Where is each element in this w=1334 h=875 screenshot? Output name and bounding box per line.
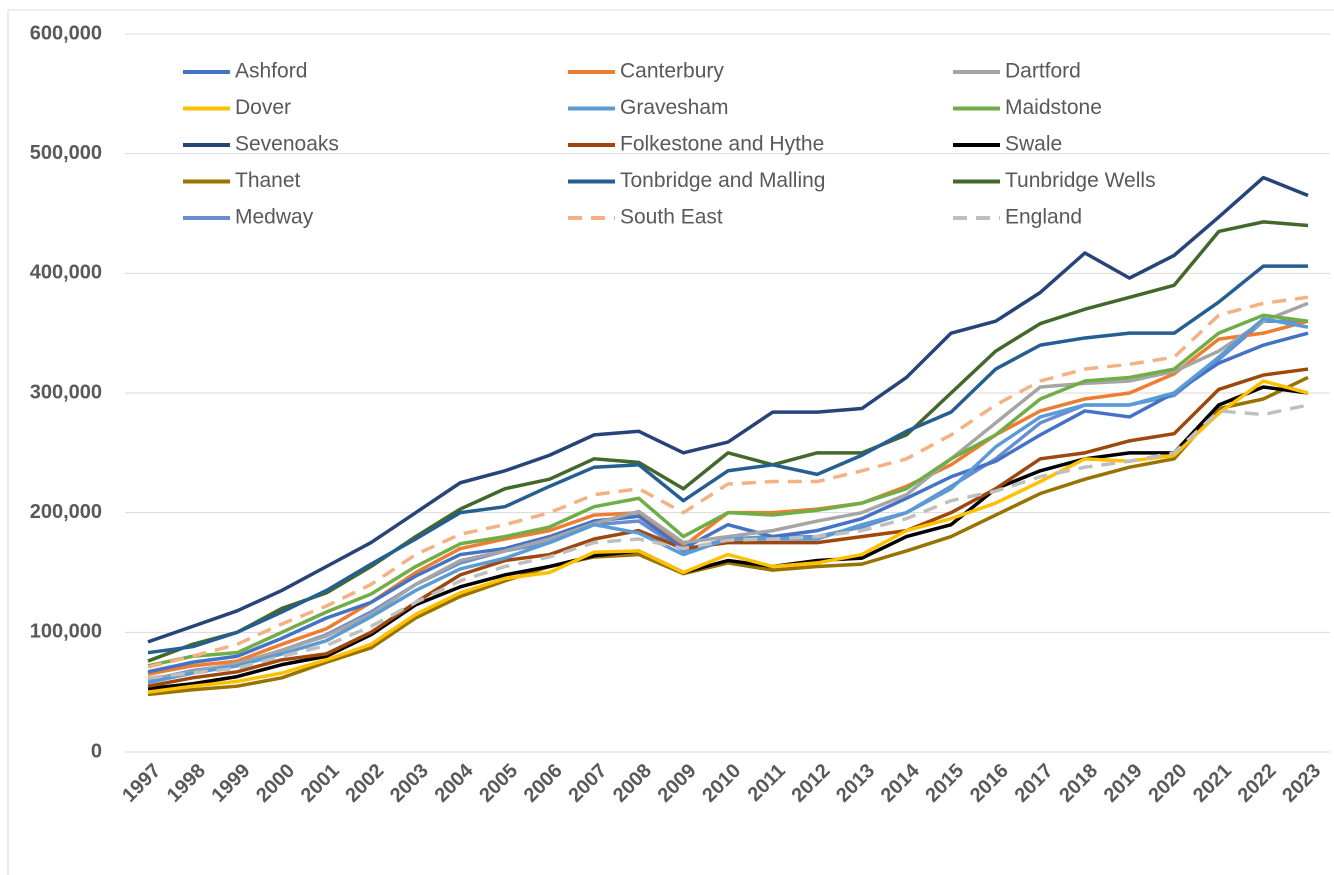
x-tick-label: 2008 <box>609 760 656 807</box>
series-line <box>147 375 1309 697</box>
series-line <box>147 317 1309 685</box>
y-tick-label: 600,000 <box>30 22 102 44</box>
x-tick-label: 2012 <box>787 760 834 807</box>
x-tick-label: 2007 <box>564 760 611 807</box>
x-tick-label: 2014 <box>877 759 925 807</box>
x-tick-label: 2015 <box>921 760 968 807</box>
series-line <box>147 331 1309 674</box>
x-tick-label: 2001 <box>297 760 344 807</box>
legend-label: Swale <box>1005 133 1062 156</box>
legend-label: Sevenoaks <box>235 133 339 156</box>
legend-label: Dartford <box>1005 60 1081 83</box>
y-tick-label: 0 <box>91 740 102 762</box>
series-line <box>147 295 1309 669</box>
legend-label: Folkestone and Hythe <box>620 133 824 156</box>
x-tick-label: 2011 <box>744 760 790 806</box>
legend-label: Tonbridge and Malling <box>620 169 825 192</box>
x-tick-label: 1997 <box>118 760 165 807</box>
legend-label: England <box>1005 206 1082 229</box>
x-tick-label: 2018 <box>1055 760 1102 807</box>
x-tick-label: 2017 <box>1011 760 1058 807</box>
x-tick-label: 2019 <box>1100 760 1147 807</box>
y-tick-label: 200,000 <box>30 501 102 523</box>
series-line <box>147 175 1309 644</box>
legend-label: South East <box>620 206 723 229</box>
x-tick-label: 2013 <box>832 760 879 807</box>
series-line <box>147 367 1309 688</box>
legend-label: Canterbury <box>620 60 724 83</box>
legend-label: Dover <box>235 96 291 119</box>
series-line <box>147 313 1309 668</box>
y-tick-label: 500,000 <box>30 142 102 164</box>
x-tick-label: 2000 <box>252 760 299 807</box>
y-tick-label: 100,000 <box>30 621 102 643</box>
x-tick-label: 2010 <box>698 760 745 807</box>
series-line <box>147 379 1309 694</box>
x-tick-label: 2006 <box>520 760 567 807</box>
x-tick-label: 2020 <box>1144 760 1191 807</box>
x-tick-label: 2002 <box>341 760 388 807</box>
series-line <box>147 301 1309 682</box>
x-tick-label: 2023 <box>1278 760 1325 807</box>
x-tick-label: 2022 <box>1234 760 1281 807</box>
series-line <box>147 264 1308 655</box>
x-tick-label: 2003 <box>386 760 433 807</box>
x-tick-label: 2009 <box>654 760 701 807</box>
legend-label: Maidstone <box>1005 96 1102 119</box>
legend-label: Gravesham <box>620 96 729 119</box>
x-tick-label: 1999 <box>207 760 254 807</box>
legend-label: Tunbridge Wells <box>1005 169 1156 192</box>
x-tick-label: 2021 <box>1189 760 1236 807</box>
x-tick-label: 2004 <box>431 759 479 807</box>
series-line <box>147 403 1309 680</box>
x-tick-label: 1998 <box>163 760 210 807</box>
series-line <box>147 220 1309 663</box>
legend-label: Ashford <box>235 60 307 83</box>
x-tick-label: 2005 <box>475 760 522 807</box>
y-tick-label: 300,000 <box>30 381 102 403</box>
x-tick-label: 2016 <box>966 760 1013 807</box>
legend-label: Medway <box>235 206 314 229</box>
series-line <box>147 385 1309 691</box>
legend-label: Thanet <box>235 169 301 192</box>
y-tick-label: 400,000 <box>30 262 102 284</box>
